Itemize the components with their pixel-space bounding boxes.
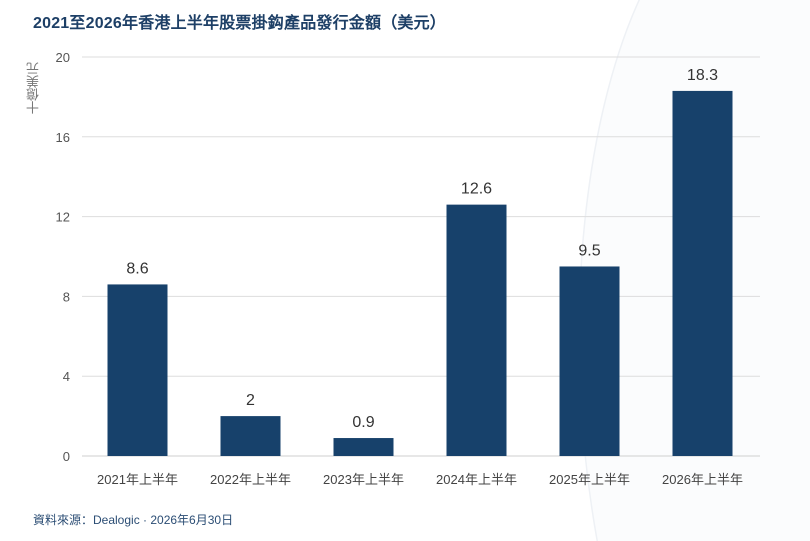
data-label: 8.6	[126, 260, 148, 277]
data-label: 18.3	[687, 67, 718, 84]
y-tick-label: 12	[56, 210, 70, 225]
data-label: 2	[246, 392, 255, 409]
bars	[107, 90, 733, 456]
x-tick-label: 2026年上半年	[662, 472, 743, 487]
x-tick-label: 2021年上半年	[97, 472, 178, 487]
bar	[333, 438, 394, 456]
y-tick-label: 8	[63, 289, 70, 304]
bar	[220, 416, 281, 456]
data-label: 12.6	[461, 181, 492, 198]
x-tick-label: 2023年上半年	[323, 472, 404, 487]
y-tick-label: 4	[63, 369, 70, 384]
x-tick-label: 2022年上半年	[210, 472, 291, 487]
value-labels: 8.6 2 0.9 12.6 9.5 18.3	[126, 67, 718, 431]
x-tick-label: 2025年上半年	[549, 472, 630, 487]
bar	[559, 266, 620, 456]
y-tick-labels: 0 4 8 12 16 20	[56, 50, 70, 464]
bar	[107, 284, 168, 456]
y-tick-label: 0	[63, 449, 70, 464]
chart-title: 2021至2026年香港上半年股票掛鈎產品發行金額（美元）	[33, 15, 446, 32]
x-tick-labels: 2021年上半年 2022年上半年 2023年上半年 2024年上半年 2025年上半年…	[97, 472, 743, 487]
data-label: 0.9	[352, 414, 374, 431]
data-label: 9.5	[578, 242, 600, 259]
y-tick-label: 20	[56, 50, 70, 65]
source-note: 資料來源：Dealogic · 2026年6月30日	[33, 513, 234, 527]
bar	[446, 204, 507, 456]
y-tick-label: 16	[56, 130, 70, 145]
bar	[672, 90, 733, 456]
x-tick-label: 2024年上半年	[436, 472, 517, 487]
grid-lines	[82, 56, 760, 457]
